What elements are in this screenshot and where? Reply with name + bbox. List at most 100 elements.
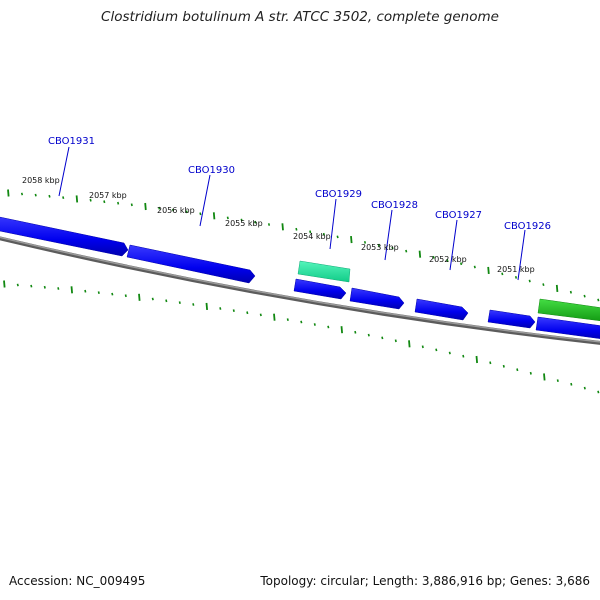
gene-label-cbo1930[interactable]: CBO1930 — [188, 165, 235, 176]
gene-label-cbo1931[interactable]: CBO1931 — [48, 136, 95, 147]
major-tick — [555, 284, 559, 292]
minor-tick — [103, 200, 106, 204]
major-tick — [418, 250, 422, 258]
rna-feature-cbo1929[interactable] — [297, 260, 351, 283]
gene-arrow-cbo1928[interactable] — [349, 287, 405, 310]
minor-tick — [48, 194, 51, 198]
major-tick — [70, 286, 73, 294]
minor-tick — [219, 307, 222, 310]
minor-tick — [259, 313, 262, 317]
minor-tick — [232, 309, 235, 312]
minor-tick — [97, 291, 100, 294]
minor-tick — [313, 323, 316, 326]
major-tick — [205, 302, 208, 310]
accession-text: Accession: NC_009495 — [9, 574, 146, 588]
kbp-label: 2051 kbp — [497, 265, 535, 274]
minor-tick — [448, 351, 451, 355]
minor-tick — [240, 218, 243, 222]
minor-tick — [405, 249, 408, 253]
minor-tick — [226, 216, 229, 220]
minor-tick — [192, 303, 195, 306]
gene-label-cbo1928[interactable]: CBO1928 — [371, 200, 418, 211]
minor-tick — [502, 364, 505, 368]
major-tick — [273, 313, 276, 321]
gene-arrow-cbo1926[interactable] — [487, 309, 536, 329]
forward-strand-features — [0, 215, 600, 322]
minor-tick — [570, 382, 573, 386]
gene-arrow-cbo1927[interactable] — [414, 298, 469, 321]
gene-label-cbo1929[interactable]: CBO1929 — [315, 189, 362, 200]
major-tick — [281, 223, 284, 231]
minor-tick — [421, 345, 424, 349]
kbp-label: 2056 kbp — [157, 206, 195, 215]
minor-tick — [30, 284, 33, 288]
minor-tick — [34, 193, 37, 197]
genome-backbone — [0, 236, 600, 345]
major-tick — [144, 202, 147, 211]
major-tick — [75, 195, 79, 203]
minor-tick — [16, 283, 19, 287]
minor-tick — [528, 279, 531, 283]
major-tick — [340, 326, 343, 334]
kbp-label: 2053 kbp — [361, 243, 399, 252]
kbp-label: 2057 kbp — [89, 191, 127, 200]
minor-tick — [185, 210, 188, 214]
minor-tick — [89, 198, 92, 202]
gene-arrow-cbo1930[interactable] — [126, 244, 256, 284]
kbp-labels: 2058 kbp 2057 kbp 2056 kbp 2055 kbp 2054… — [22, 176, 535, 274]
minor-tick — [171, 208, 175, 212]
major-tick — [475, 355, 478, 364]
minor-tick — [489, 361, 492, 365]
gene-arrow-cbo1931[interactable] — [0, 215, 129, 257]
minor-tick — [20, 192, 24, 196]
major-tick — [350, 236, 353, 244]
major-tick — [7, 189, 10, 197]
minor-tick — [267, 223, 271, 226]
minor-tick — [446, 259, 449, 262]
minor-tick — [322, 232, 325, 236]
minor-tick — [327, 325, 330, 329]
gene-label-cbo1926[interactable]: CBO1926 — [504, 221, 551, 232]
minor-tick — [246, 311, 249, 315]
map-title: Clostridium botulinum A str. ATCC 3502, … — [101, 9, 499, 25]
major-tick — [543, 373, 546, 381]
genome-summary-text: Topology: circular; Length: 3,886,916 bp… — [260, 574, 590, 588]
minor-tick — [394, 339, 397, 343]
minor-tick — [516, 368, 519, 372]
minor-tick — [514, 276, 518, 279]
minor-tick — [460, 262, 463, 266]
kbp-label: 2055 kbp — [225, 219, 263, 228]
minor-tick — [111, 292, 114, 296]
minor-tick — [583, 386, 586, 390]
minor-tick — [597, 390, 600, 394]
minor-tick — [130, 203, 133, 207]
minor-tick — [62, 196, 65, 199]
minor-tick — [84, 289, 87, 293]
minor-tick — [556, 379, 559, 382]
kbp-scale-ticks — [7, 189, 600, 302]
minor-tick — [354, 330, 357, 334]
minor-tick — [117, 201, 120, 205]
minor-tick — [158, 206, 161, 210]
kbp-label: 2054 kbp — [293, 232, 331, 241]
gene-arrow-right[interactable] — [535, 316, 600, 340]
minor-tick — [473, 265, 476, 269]
gene-label-cbo1927[interactable]: CBO1927 — [435, 210, 482, 221]
minor-tick — [462, 354, 465, 358]
minor-tick — [363, 241, 367, 244]
minor-tick — [529, 371, 532, 375]
minor-tick — [583, 294, 586, 298]
rna-feature-right[interactable] — [537, 298, 600, 322]
kbp-label: 2058 kbp — [22, 176, 60, 185]
minor-tick — [309, 230, 312, 234]
lower-scale-ticks — [3, 280, 600, 394]
minor-tick — [286, 318, 289, 321]
minor-tick — [501, 272, 504, 276]
gene-arrow-cbo1929[interactable] — [293, 278, 347, 300]
kbp-label: 2052 kbp — [429, 255, 467, 264]
minor-tick — [542, 283, 545, 286]
minor-tick — [391, 246, 394, 250]
minor-tick — [435, 348, 438, 352]
minor-tick — [300, 320, 303, 324]
